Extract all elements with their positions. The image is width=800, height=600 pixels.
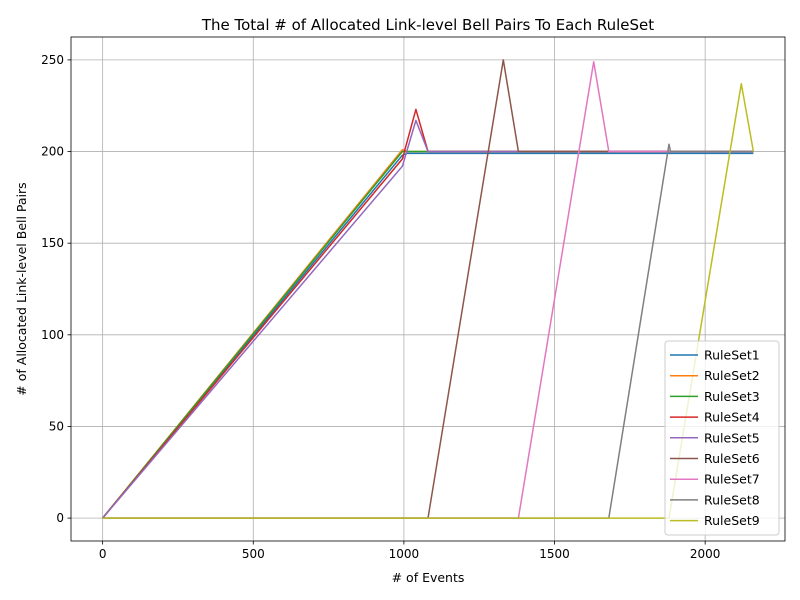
legend: RuleSet1 RuleSet2 RuleSet3 RuleSet4 RuleSet5… xyxy=(664,340,780,536)
x-tick-label: 0 xyxy=(99,547,107,561)
y-axis-label: # of Allocated Link-level Bell Pairs xyxy=(14,182,29,395)
legend-label-ruleset5: RuleSet5 xyxy=(704,430,760,445)
chart-title: The Total # of Allocated Link-level Bell… xyxy=(201,16,654,34)
series-line-ruleset9 xyxy=(102,82,755,519)
legend-label-ruleset4: RuleSet4 xyxy=(704,410,760,425)
legend-label-ruleset3: RuleSet3 xyxy=(704,389,760,404)
x-tick-label: 2000 xyxy=(690,547,721,561)
series-lines xyxy=(102,59,755,519)
y-tick-label: 0 xyxy=(56,511,64,525)
y-tick-label: 100 xyxy=(41,328,64,342)
legend-label-ruleset8: RuleSet8 xyxy=(704,492,760,507)
x-axis-label: # of Events xyxy=(392,570,465,585)
x-tick-label: 1000 xyxy=(389,547,420,561)
y-tick-label: 50 xyxy=(49,419,64,433)
y-axis-ticks: 0 50 100 150 200 250 xyxy=(41,53,71,525)
y-tick-label: 150 xyxy=(41,236,64,250)
legend-label-ruleset2: RuleSet2 xyxy=(704,368,760,383)
plot-area-frame xyxy=(70,36,786,542)
y-tick-label: 250 xyxy=(41,53,64,67)
x-tick-label: 500 xyxy=(242,547,265,561)
legend-label-ruleset9: RuleSet9 xyxy=(704,513,760,528)
legend-frame xyxy=(664,340,780,536)
legend-label-ruleset7: RuleSet7 xyxy=(704,472,760,487)
legend-label-ruleset1: RuleSet1 xyxy=(704,348,760,363)
series-line-ruleset1 xyxy=(102,152,754,519)
x-axis-ticks: 0 500 1000 1500 2000 xyxy=(99,541,721,561)
y-tick-label: 200 xyxy=(41,145,64,159)
x-tick-label: 1500 xyxy=(539,547,570,561)
legend-label-ruleset6: RuleSet6 xyxy=(704,451,760,466)
